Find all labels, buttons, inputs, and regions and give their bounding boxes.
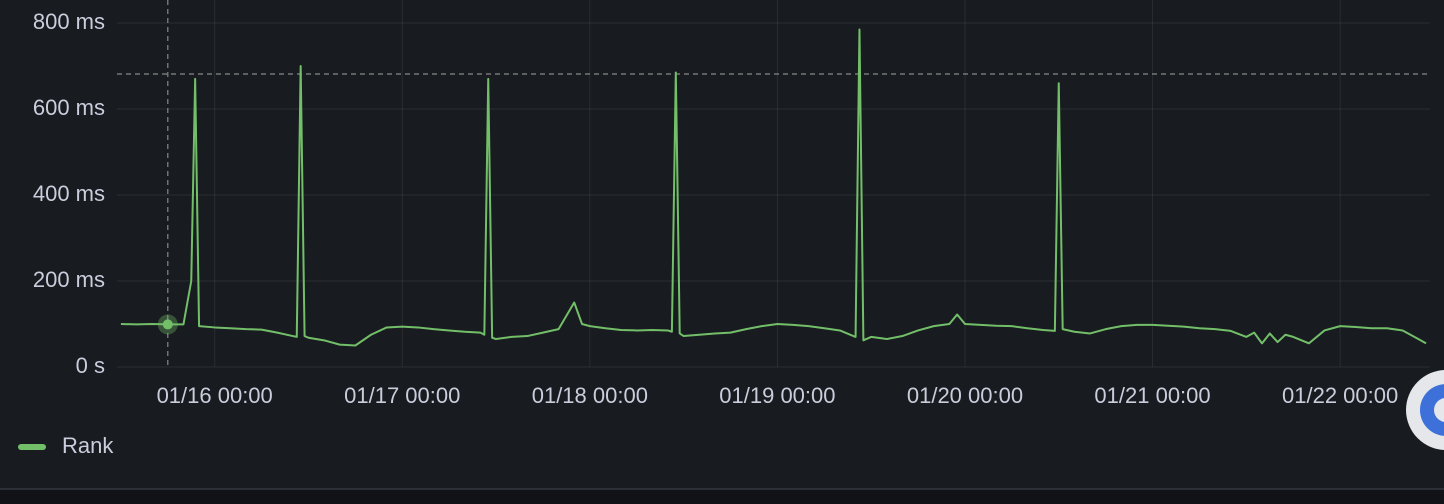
bottom-bar — [0, 489, 1444, 504]
grid — [117, 0, 1430, 368]
x-tick-label: 01/19 00:00 — [719, 383, 835, 408]
y-tick-label: 200 ms — [33, 267, 105, 292]
x-tick-label: 01/18 00:00 — [532, 383, 648, 408]
y-tick-label: 0 s — [76, 353, 105, 378]
widget-icon — [1420, 384, 1444, 436]
x-tick-label: 01/20 00:00 — [907, 383, 1023, 408]
plot-area — [120, 0, 1427, 367]
widget-icon-center — [1434, 398, 1444, 422]
legend-label: Rank — [62, 433, 114, 458]
hover-point — [162, 319, 173, 330]
y-tick-label: 800 ms — [33, 9, 105, 34]
series-line — [120, 28, 1427, 347]
x-tick-label: 01/22 00:00 — [1282, 383, 1398, 408]
y-tick-label: 400 ms — [33, 181, 105, 206]
y-tick-label: 600 ms — [33, 95, 105, 120]
x-tick-label: 01/17 00:00 — [344, 383, 460, 408]
x-tick-label: 01/16 00:00 — [157, 383, 273, 408]
x-tick-label: 01/21 00:00 — [1094, 383, 1210, 408]
